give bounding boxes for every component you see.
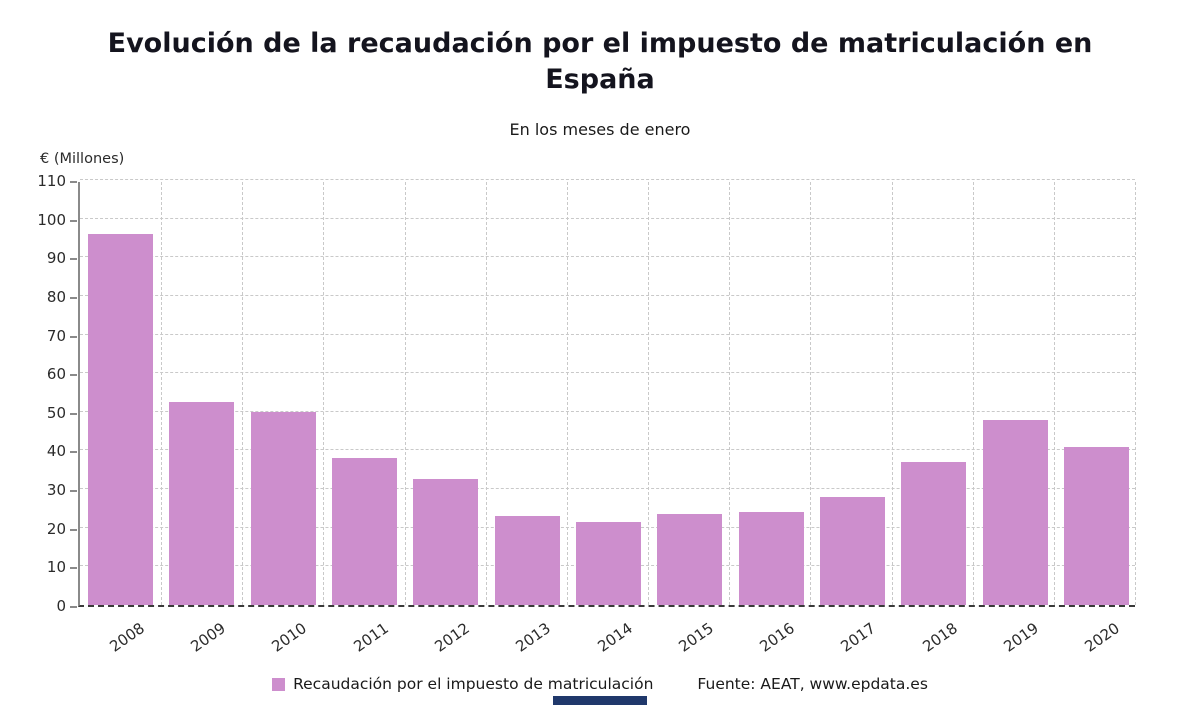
bar-2014 [575, 521, 641, 605]
x-tick-label-2013: 2013 [512, 619, 555, 656]
gridline-vertical [972, 182, 974, 605]
bar-2019 [982, 419, 1048, 605]
y-tick-label: 20 [46, 519, 66, 538]
bar-2011 [332, 458, 398, 605]
gridline-vertical [404, 182, 406, 605]
gridline-vertical [1135, 182, 1136, 605]
y-tick-mark [70, 412, 77, 415]
legend-swatch-icon [272, 677, 286, 691]
legend-item: Recaudación por el impuesto de matricula… [272, 675, 653, 693]
y-tick-label: 0 [56, 597, 66, 615]
gridline-horizontal [80, 449, 1135, 451]
x-tick-label-2012: 2012 [431, 619, 473, 656]
bar-2016 [738, 512, 804, 605]
bar-2012 [413, 479, 479, 605]
chart-title: Evolución de la recaudación por el impue… [107, 28, 1093, 96]
y-tick-mark [70, 567, 77, 570]
legend-row: Recaudación por el impuesto de matricula… [0, 675, 1200, 693]
gridline-vertical [1053, 182, 1055, 605]
bar-2017 [819, 496, 885, 605]
x-tick-label-2015: 2015 [675, 619, 717, 656]
y-tick-mark [70, 374, 77, 377]
y-tick-label: 40 [46, 442, 66, 461]
x-tick-label-2009: 2009 [187, 619, 229, 656]
gridline-vertical [810, 182, 812, 605]
y-tick-mark [70, 451, 77, 454]
epdata-logo-partial [553, 696, 647, 705]
y-tick-label: 60 [46, 365, 66, 384]
chart-subtitle: En los meses de enero [509, 120, 691, 139]
gridline-vertical [485, 182, 487, 605]
gridline-vertical [648, 182, 650, 605]
gridline-horizontal [80, 256, 1135, 258]
gridline-horizontal [80, 179, 1135, 180]
bar-2008 [88, 234, 154, 605]
y-tick-label: 80 [46, 287, 66, 306]
y-tick-label: 100 [37, 210, 66, 229]
gridline-vertical [566, 182, 568, 605]
bar-2013 [494, 516, 560, 605]
y-tick-mark [70, 490, 77, 493]
gridline-vertical [729, 182, 731, 605]
y-tick-label: 10 [46, 558, 66, 577]
gridline-horizontal [80, 372, 1135, 374]
bar-2020 [1063, 446, 1129, 605]
x-tick-label-2018: 2018 [919, 619, 961, 656]
x-tick-label-2016: 2016 [756, 619, 799, 656]
source-credit: Fuente: AEAT, www.epdata.es [697, 675, 928, 693]
y-tick-mark [70, 219, 77, 222]
bar-2015 [657, 514, 723, 605]
gridline-vertical [161, 182, 163, 605]
x-tick-label-2017: 2017 [837, 619, 880, 656]
legend-label: Recaudación por el impuesto de matricula… [293, 675, 654, 693]
y-axis-unit-label: € (Millones) [40, 151, 125, 167]
y-tick-mark [70, 335, 77, 338]
y-tick-label: 110 [37, 172, 66, 190]
y-tick-label: 50 [46, 403, 66, 422]
y-tick-label: 70 [46, 326, 66, 345]
y-tick-mark [70, 296, 77, 299]
gridline-horizontal [80, 294, 1135, 296]
x-tick-label-2014: 2014 [593, 619, 636, 656]
x-tick-label-2008: 2008 [105, 619, 148, 656]
x-tick-label-2020: 2020 [1081, 619, 1124, 656]
y-tick-label: 90 [46, 249, 66, 268]
gridline-vertical [242, 182, 244, 605]
gridline-horizontal [80, 488, 1135, 490]
y-tick-mark [70, 258, 77, 261]
y-tick-label: 30 [46, 481, 66, 500]
gridline-horizontal [80, 217, 1135, 219]
y-tick-mark [70, 181, 77, 183]
bar-2018 [901, 462, 967, 605]
gridline-horizontal [80, 333, 1135, 335]
x-tick-label-2011: 2011 [349, 619, 392, 656]
x-tick-label-2010: 2010 [268, 619, 311, 656]
gridline-vertical [891, 182, 893, 605]
x-tick-label-2019: 2019 [1000, 619, 1042, 656]
bar-2010 [250, 411, 316, 605]
bar-2009 [169, 402, 235, 605]
gridline-vertical [323, 182, 325, 605]
y-tick-mark [70, 528, 77, 531]
gridline-horizontal [80, 410, 1135, 412]
plot-area [78, 179, 1136, 607]
y-tick-mark [70, 606, 77, 608]
